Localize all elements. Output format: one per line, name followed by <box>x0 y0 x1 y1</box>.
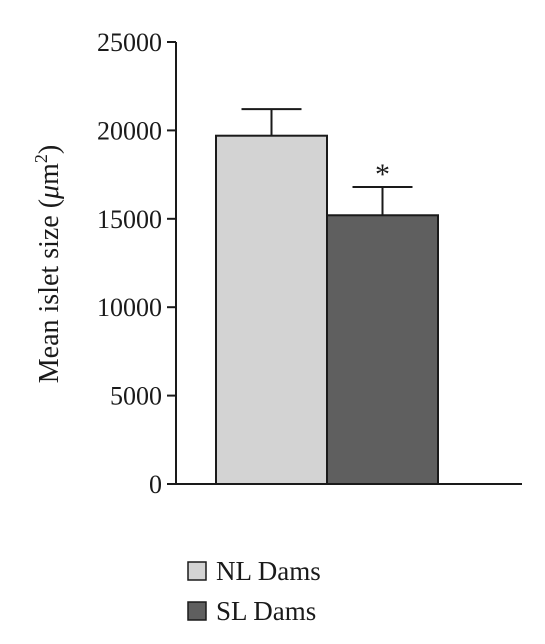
y-tick-label: 20000 <box>97 116 162 145</box>
bars <box>215 134 439 485</box>
y-axis-title-prefix: Mean islet size ( <box>34 199 65 383</box>
y-tick-label: 5000 <box>110 382 162 411</box>
significance-marker: * <box>375 158 390 191</box>
error-bars <box>241 108 413 216</box>
y-tick-label: 25000 <box>97 28 162 57</box>
legend: NL Dams SL Dams <box>187 556 321 626</box>
y-tick-label: 10000 <box>97 293 162 322</box>
legend-label-nl: NL Dams <box>216 556 321 586</box>
legend-item-sl: SL Dams <box>187 596 316 626</box>
y-axis-ticks: 0 5000 10000 15000 20000 25000 <box>97 28 176 499</box>
legend-label-sl: SL Dams <box>216 596 316 626</box>
y-axis-title-suffix: ) <box>34 145 65 154</box>
y-tick-label: 15000 <box>97 205 162 234</box>
y-axis-title: Mean islet size (μm2) <box>31 145 65 383</box>
y-tick-label: 0 <box>149 470 162 499</box>
bar-1 <box>326 214 439 485</box>
y-axis-title-mu: μ <box>34 185 65 200</box>
legend-item-nl: NL Dams <box>187 556 321 586</box>
y-axis-title-exponent: 2 <box>31 154 51 163</box>
legend-swatch-nl <box>187 561 207 581</box>
legend-swatch-sl <box>187 601 207 621</box>
y-axis-title-unit: m <box>34 163 65 185</box>
significance-markers: * <box>375 158 390 191</box>
bar-0 <box>215 134 328 485</box>
